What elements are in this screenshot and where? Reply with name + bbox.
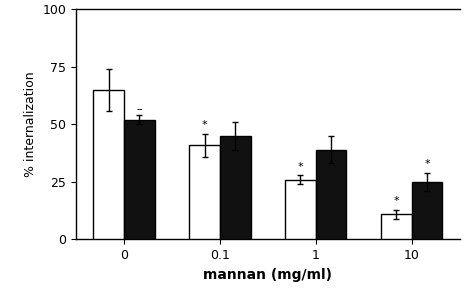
Bar (220, 136, 251, 239)
Y-axis label: % internalization: % internalization (24, 72, 36, 177)
Bar (189, 145, 220, 239)
Text: *: * (202, 120, 207, 130)
X-axis label: mannan (mg/ml): mannan (mg/ml) (203, 268, 332, 282)
Bar (316, 150, 346, 239)
Bar (124, 120, 155, 239)
Bar (285, 180, 316, 239)
Text: –: – (137, 104, 142, 114)
Bar (411, 182, 442, 239)
Text: *: * (393, 196, 399, 206)
Text: *: * (298, 161, 303, 172)
Text: *: * (424, 159, 430, 169)
Bar (381, 214, 411, 239)
Bar (93, 90, 124, 239)
